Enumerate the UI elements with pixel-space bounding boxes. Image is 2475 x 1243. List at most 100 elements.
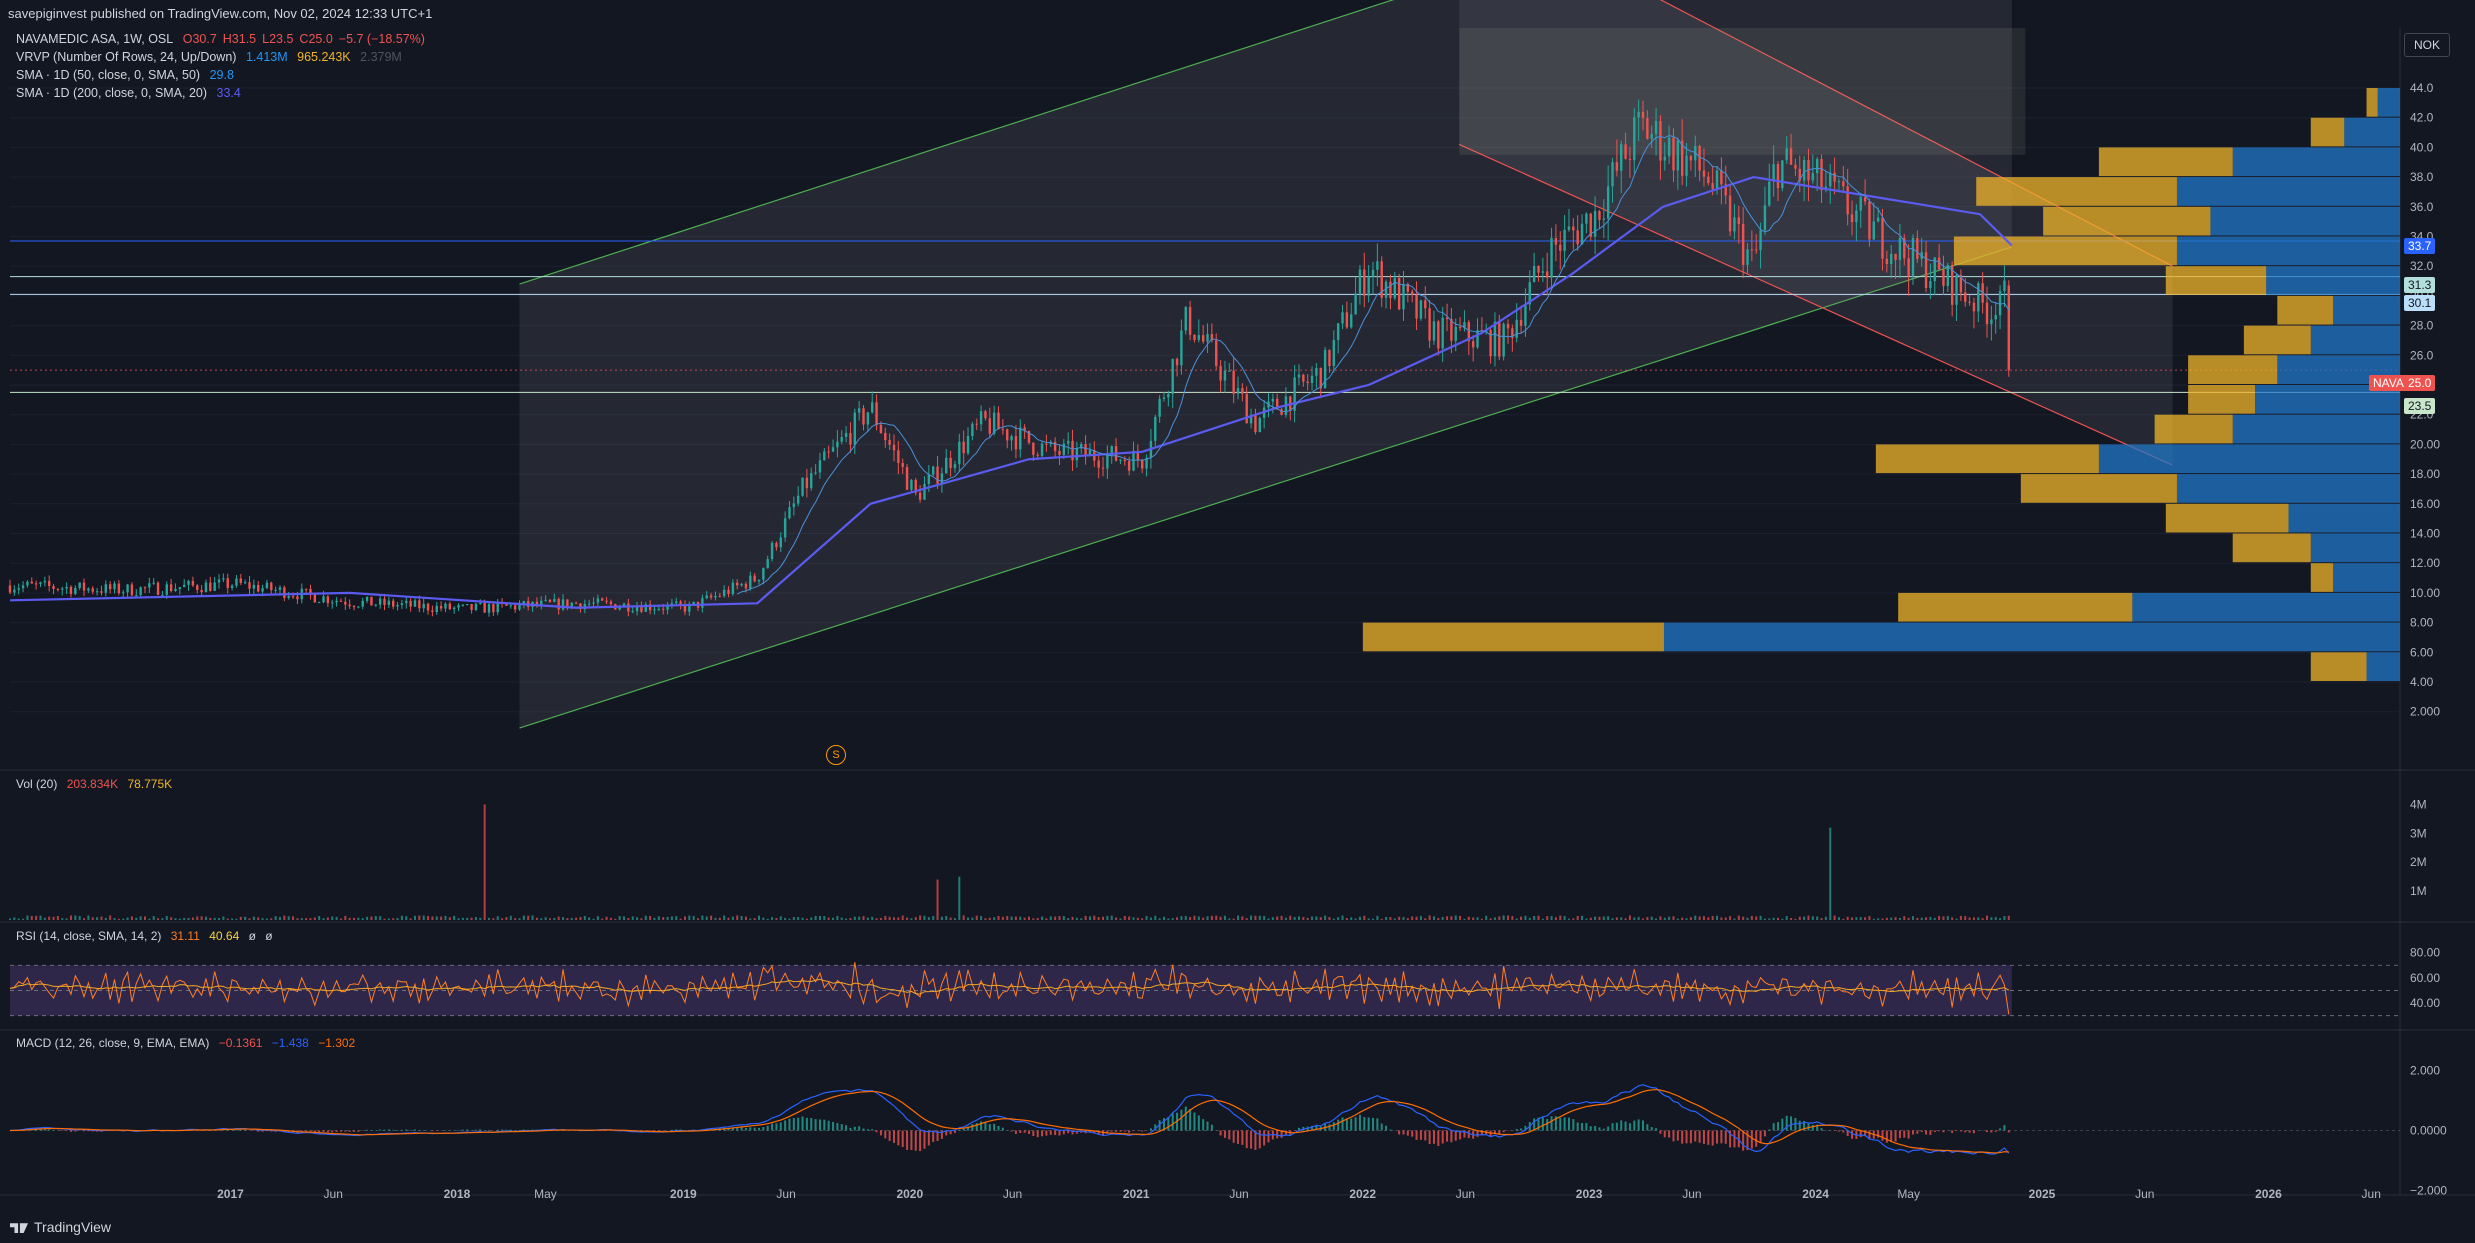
volume-bar [705,916,708,920]
macd-histogram-bar [318,1130,321,1133]
candle-body [1685,155,1688,176]
macd-histogram-bar [810,1118,813,1131]
volume-bar [1467,916,1470,920]
macd-histogram-bar [1759,1130,1762,1143]
candle-body [775,543,778,548]
time-axis-label: Jun [776,1187,795,1201]
candle-body [701,598,704,608]
candle-body [1437,321,1440,349]
footer-brand[interactable]: TradingView [34,1219,112,1235]
candle-body [1911,237,1915,277]
macd-histogram-bar [923,1130,926,1149]
volume-bar [1054,916,1057,920]
macd-histogram-bar [1149,1128,1152,1131]
candle-body [365,596,369,601]
sma50-label[interactable]: SMA · 1D (50, close, 0, SMA, 50) [16,68,201,82]
candle-body [945,457,948,474]
candle-body [766,559,769,569]
volume-bar [679,918,682,920]
time-axis-label: Jun [1682,1187,1701,1201]
macd-histogram-bar [1885,1130,1888,1143]
macd-histogram-bar [657,1130,660,1132]
volume-label[interactable]: Vol (20) [16,777,58,791]
candle-body [65,586,68,589]
volume-bar [1097,917,1100,920]
sma200-label[interactable]: SMA · 1D (200, close, 0, SMA, 20) [16,86,208,100]
rsi-label[interactable]: RSI (14, close, SMA, 14, 2) [16,929,162,943]
candle-body [1929,281,1932,288]
macd-histogram-bar [1559,1117,1562,1131]
rsi-axis-label: 60.00 [2410,971,2440,985]
candle-body [714,595,717,598]
macd-histogram-bar [1193,1112,1196,1131]
candle-body [1554,237,1558,245]
volume-bar [1811,916,1814,920]
volume-bar [1341,915,1344,920]
candle-body [1890,253,1893,265]
volume-bar [953,918,956,920]
volume-bar [1868,916,1871,920]
candle-body [535,601,539,606]
candle-body [1916,237,1919,259]
volume-bar [518,918,521,920]
volume-bar [1567,918,1570,920]
macd-histogram-bar [1459,1130,1462,1140]
macd-histogram-bar [758,1127,761,1131]
green-channel-lower [519,246,2012,729]
macd-histogram-bar [1803,1120,1806,1131]
candle-body [1646,118,1649,139]
volume-bar [649,916,652,920]
candle-body [675,601,678,604]
macd-histogram-bar [1480,1130,1483,1136]
volume-bar [91,917,94,920]
split-marker[interactable]: S [826,745,846,765]
candle-body [753,575,756,582]
volume-bar [1554,917,1557,920]
macd-histogram-bar [1380,1123,1383,1131]
candle-body [801,477,804,496]
macd-label[interactable]: MACD (12, 26, close, 9, EMA, EMA) [16,1036,210,1050]
volume-bar [1594,916,1597,920]
macd-histogram-bar [1890,1130,1893,1143]
macd-histogram-bar [1859,1130,1862,1138]
volume-bar [113,918,116,920]
volume-bar [1014,916,1017,920]
volume-bar [1925,917,1928,920]
candle-body [1702,170,1706,177]
candle-body [1097,460,1100,468]
volume-bar [1563,916,1566,920]
candle-body [1053,441,1057,451]
candle-body [1502,323,1505,357]
candle-body [135,595,138,597]
volume-profile-up [2310,563,2334,592]
candle-body [831,447,835,452]
volume-bar [1446,916,1449,920]
candle-body [357,606,360,608]
candle-body [1894,253,1897,260]
volume-bar [1398,916,1401,920]
macd-histogram-bar [919,1130,922,1152]
vrvp-label[interactable]: VRVP (Number Of Rows, 24, Up/Down) [16,50,237,64]
macd-histogram-bar [962,1128,965,1131]
candle-body [1367,276,1370,296]
volume-bar [1785,916,1788,920]
volume-bar [627,918,630,920]
candle-body [1985,302,1989,325]
currency-button[interactable]: NOK [2404,33,2450,57]
volume-bar [1750,915,1753,920]
volume-bar [1768,918,1771,920]
symbol-title[interactable]: NAVAMEDIC ASA, 1W, OSL [16,32,174,46]
macd-histogram-bar [1223,1130,1226,1138]
volume-bar [488,917,491,920]
macd-histogram-bar [1742,1130,1745,1151]
candle-body [161,594,164,596]
volume-bar [422,915,425,920]
macd-histogram-bar [945,1130,948,1136]
candle-body [844,433,848,437]
volume-bar [866,917,869,920]
candle-body [1341,312,1344,324]
volume-bar [466,917,469,920]
macd-histogram-bar [226,1129,229,1131]
macd-histogram-bar [1385,1125,1388,1131]
